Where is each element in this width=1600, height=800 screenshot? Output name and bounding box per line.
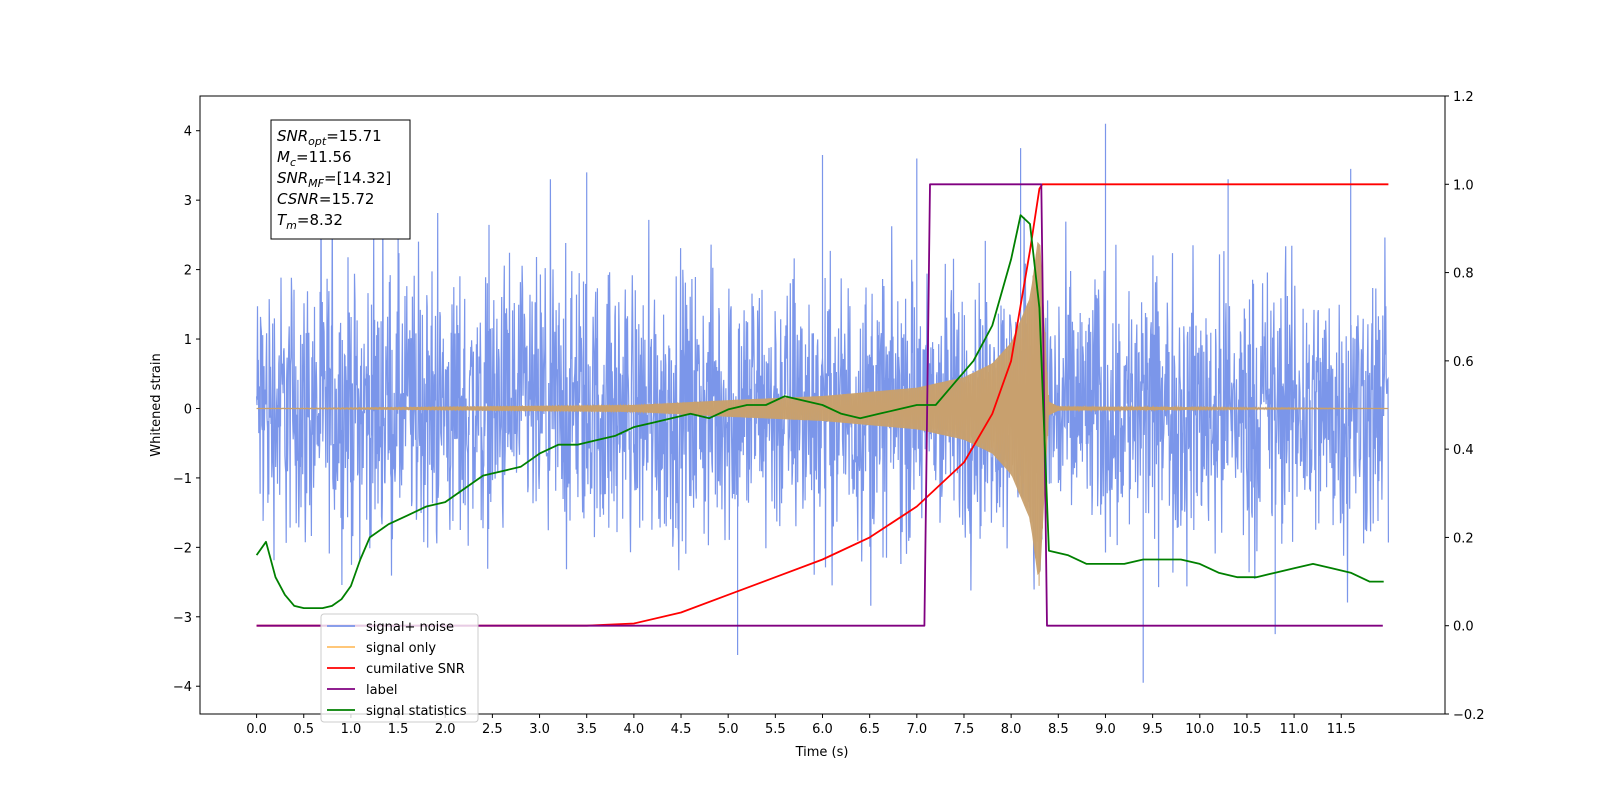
- y-tick-label: −1: [173, 472, 192, 487]
- y-axis-left: −4 −3 −2 −1 0 1 2 3 4: [173, 125, 200, 695]
- x-tick-label: 7.0: [906, 722, 927, 737]
- y-tick-label: 0: [184, 402, 192, 417]
- x-tick-label: 0.0: [246, 722, 267, 737]
- x-tick-label: 5.0: [718, 722, 739, 737]
- y-tick-label: 1: [184, 333, 192, 348]
- x-tick-label: 3.5: [576, 722, 597, 737]
- x-tick-label: 0.5: [293, 722, 314, 737]
- y-tick-label: −2: [173, 541, 192, 556]
- x-tick-label: 2.5: [482, 722, 503, 737]
- y2-tick-label: 0.6: [1453, 355, 1474, 370]
- annotation-box: [270, 119, 411, 240]
- x-axis: 0.0 0.5 1.0 1.5 2.0 2.5 3.0 3.5 4.0 4.5 5.0 5.5 6.0 6…: [246, 714, 1356, 737]
- y-tick-label: −3: [173, 611, 192, 626]
- y2-tick-label: 0.4: [1453, 443, 1474, 458]
- legend-entry: signal+ noise: [366, 620, 454, 635]
- x-axis-label: Time (s): [795, 745, 849, 760]
- legend-entry: cumilative SNR: [366, 662, 465, 677]
- x-tick-label: 3.0: [529, 722, 550, 737]
- x-tick-label: 8.5: [1048, 722, 1069, 737]
- plot-area: [255, 123, 1389, 683]
- y-tick-label: 4: [184, 125, 192, 140]
- x-tick-label: 6.0: [812, 722, 833, 737]
- legend-entry: signal statistics: [366, 704, 467, 719]
- y2-tick-label: 0.0: [1453, 620, 1474, 635]
- annotation-line: Mc=11.56: [277, 148, 352, 169]
- annotation-line: SNRopt=15.71: [277, 127, 382, 148]
- series-signal-noise-line: [256, 123, 1389, 683]
- x-tick-label: 7.5: [954, 722, 975, 737]
- x-tick-label: 10.5: [1232, 722, 1261, 737]
- y2-tick-label: 1.0: [1453, 178, 1474, 193]
- y-tick-label: −4: [173, 680, 192, 695]
- y2-tick-label: 0.8: [1453, 267, 1474, 282]
- stats-annotation: SNRopt=15.71Mc=11.56SNRMF=[14.32]CSNR=15…: [270, 119, 411, 240]
- x-tick-label: 5.5: [765, 722, 786, 737]
- annotation-line: CSNR=15.72: [277, 190, 374, 208]
- y-axis-right: −0.2 0.0 0.2 0.4 0.6 0.8 1.0 1.2: [1445, 90, 1485, 723]
- x-tick-label: 4.5: [671, 722, 692, 737]
- x-tick-label: 11.5: [1327, 722, 1356, 737]
- y-tick-label: 2: [184, 264, 192, 279]
- annotation-line: SNRMF=[14.32]: [277, 169, 391, 190]
- y2-tick-label: −0.2: [1453, 708, 1485, 723]
- y-axis-label: Whitened strain: [149, 353, 164, 456]
- x-tick-label: 10.0: [1185, 722, 1214, 737]
- x-tick-label: 6.5: [859, 722, 880, 737]
- legend: signal+ noise signal only cumilative SNR la…: [320, 613, 479, 723]
- y-tick-label: 3: [184, 194, 192, 209]
- legend-entry: label: [366, 683, 397, 698]
- x-tick-label: 1.5: [388, 722, 409, 737]
- x-tick-label: 11.0: [1280, 722, 1309, 737]
- x-tick-label: 9.0: [1095, 722, 1116, 737]
- y2-tick-label: 0.2: [1453, 531, 1474, 546]
- x-tick-label: 9.5: [1142, 722, 1163, 737]
- y2-tick-label: 1.2: [1453, 90, 1474, 105]
- x-tick-label: 8.0: [1001, 722, 1022, 737]
- legend-entry: signal only: [366, 641, 436, 656]
- annotation-line: Tm=8.32: [277, 211, 343, 232]
- legend-box: [320, 613, 479, 723]
- series-signal-statistics-line: [255, 214, 1384, 609]
- x-tick-label: 2.0: [435, 722, 456, 737]
- series-label-line: [256, 183, 1383, 627]
- x-tick-label: 1.0: [341, 722, 362, 737]
- x-tick-label: 4.0: [624, 722, 645, 737]
